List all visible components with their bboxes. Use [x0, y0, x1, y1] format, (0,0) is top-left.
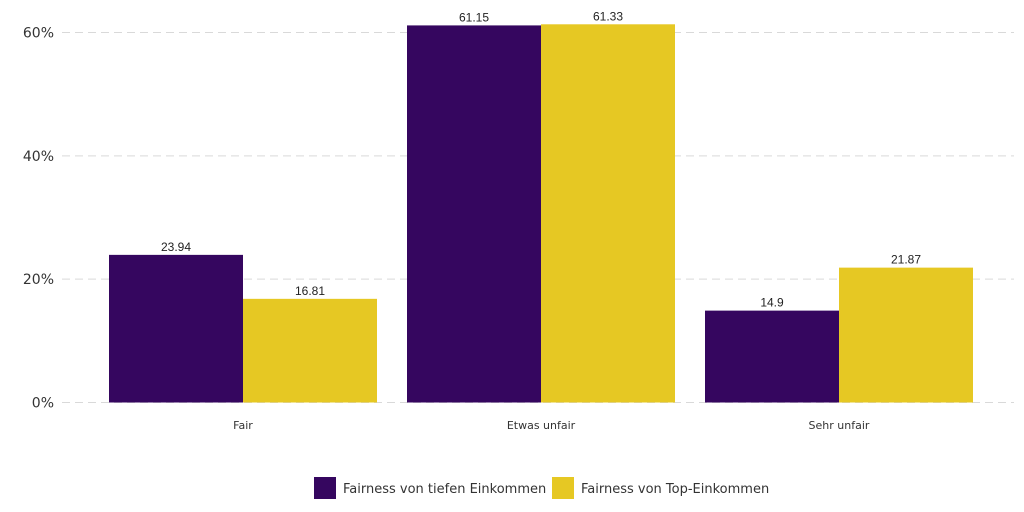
bars: [109, 24, 973, 403]
y-tick-label: 20%: [23, 272, 54, 288]
x-tick-label: Fair: [233, 419, 253, 432]
bar: [705, 310, 839, 403]
y-tick-label: 40%: [23, 149, 54, 165]
data-label: 16.81: [295, 284, 325, 298]
data-label: 61.33: [593, 9, 623, 23]
data-label: 14.9: [760, 296, 784, 310]
bar: [541, 24, 675, 403]
bar: [839, 267, 973, 403]
y-axis-tick-labels: 0% 20% 40% 60%: [23, 26, 54, 412]
legend-label-series-2: Fairness von Top-Einkommen: [581, 482, 769, 497]
y-tick-label: 0%: [32, 396, 54, 412]
x-tick-label: Etwas unfair: [507, 419, 576, 432]
data-label: 61.15: [459, 10, 489, 24]
bar: [407, 25, 541, 403]
legend: Fairness von tiefen Einkommen Fairness v…: [314, 477, 769, 499]
legend-label-series-1: Fairness von tiefen Einkommen: [343, 482, 546, 497]
data-label: 21.87: [891, 253, 921, 267]
legend-swatch-series-1: [314, 477, 336, 499]
x-axis-category-labels: Fair Etwas unfair Sehr unfair: [233, 419, 870, 432]
legend-swatch-series-2: [552, 477, 574, 499]
bar: [109, 254, 243, 403]
x-tick-label: Sehr unfair: [809, 419, 870, 432]
data-label: 23.94: [161, 240, 191, 254]
data-labels: 23.94 16.81 61.15 61.33 14.9 21.87: [161, 9, 921, 309]
y-tick-label: 60%: [23, 26, 54, 42]
bar: [243, 298, 377, 403]
